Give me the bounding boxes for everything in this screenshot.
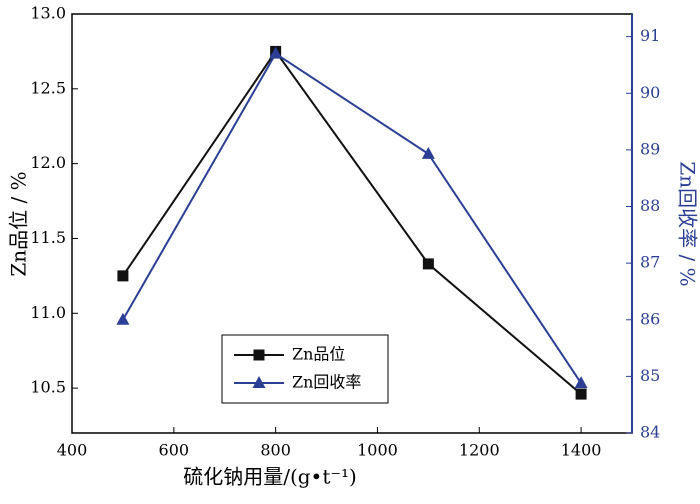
y2-tick-label: 85 <box>640 366 660 385</box>
y-axis-label: Zn品位 / % <box>7 171 31 276</box>
x-tick-label: 600 <box>159 441 190 460</box>
series-line <box>122 49 582 395</box>
series-line <box>122 52 582 384</box>
x-axis-label: 硫化钠用量/(g•t⁻¹) <box>183 465 357 489</box>
y-tick-label: 12.0 <box>30 153 66 172</box>
y-tick-label: 11.0 <box>30 303 66 322</box>
marker <box>117 270 129 282</box>
y2-tick-label: 88 <box>640 196 660 215</box>
x-tick-label: 1200 <box>459 441 500 460</box>
legend-box <box>221 334 389 404</box>
legend-label: Zn回收率 <box>292 373 361 392</box>
x-tick-label: 800 <box>260 441 291 460</box>
x-tick-label: 1400 <box>561 441 602 460</box>
marker <box>421 146 435 159</box>
y2-tick-label: 87 <box>640 253 660 272</box>
x-tick-label: 400 <box>57 441 88 460</box>
y-tick-label: 12.5 <box>30 78 66 97</box>
y-tick-label: 13.0 <box>30 4 66 23</box>
y2-tick-label: 84 <box>640 423 660 442</box>
y2-tick-label: 89 <box>640 139 660 158</box>
marker <box>253 349 265 361</box>
marker <box>422 258 434 270</box>
y2-tick-label: 90 <box>640 83 660 102</box>
y2-tick-label: 86 <box>640 309 660 328</box>
marker <box>269 46 283 59</box>
y-tick-label: 11.5 <box>30 228 66 247</box>
marker <box>574 376 588 389</box>
x-tick-label: 1000 <box>357 441 398 460</box>
marker <box>116 312 130 325</box>
y-tick-label: 10.5 <box>30 378 66 397</box>
marker <box>575 388 587 400</box>
y2-tick-label: 91 <box>640 26 660 45</box>
legend-label: Zn品位 <box>292 345 345 364</box>
y2-axis-label: Zn回收率 / % <box>676 161 700 286</box>
marker <box>252 376 266 388</box>
